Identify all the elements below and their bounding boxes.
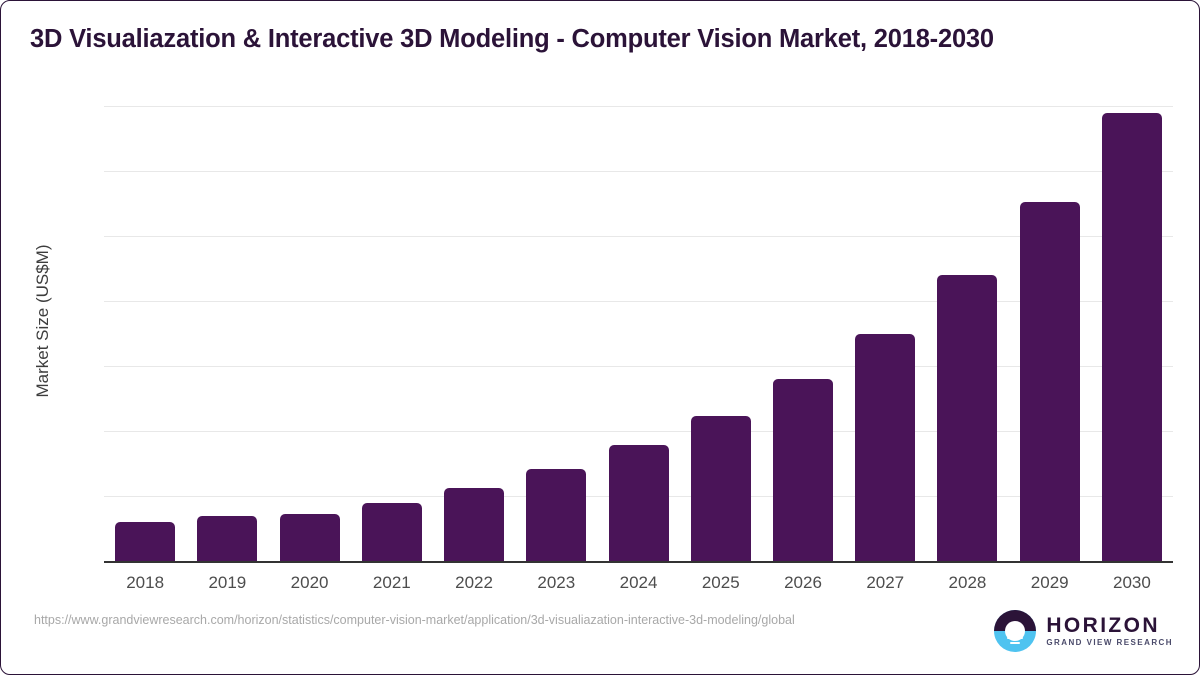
bars-group (104, 106, 1173, 561)
bar-2028[interactable] (937, 275, 998, 561)
x-axis-tick-label: 2021 (372, 573, 411, 592)
x-axis-tick-label: 2018 (126, 573, 165, 592)
gridline (104, 171, 1173, 172)
gridline (104, 366, 1173, 367)
bar-slot (515, 106, 597, 561)
gridline (104, 236, 1173, 237)
bar-slot (762, 106, 844, 561)
x-axis-tick-label: 2027 (866, 573, 905, 592)
x-axis-line (104, 561, 1173, 563)
bar-2022[interactable] (444, 488, 505, 561)
logo-ray-upper (1007, 637, 1024, 640)
gridline (104, 106, 1173, 107)
bar-slot (1091, 106, 1173, 561)
x-axis-tick-label: 2028 (948, 573, 987, 592)
x-axis-tick-label: 2024 (619, 573, 658, 592)
bar-slot (186, 106, 268, 561)
bar-2020[interactable] (279, 513, 340, 561)
x-axis-tick-label: 2020 (290, 573, 329, 592)
chart-container: Market Size (US$M) 01k2k3k4k5k6k7k 20182… (1, 86, 1199, 606)
bar-2019[interactable] (197, 515, 258, 561)
chart-footer: https://www.grandviewresearch.com/horizo… (1, 602, 1199, 674)
x-axis-tick-label: 2022 (455, 573, 493, 592)
gridline (104, 431, 1173, 432)
x-axis-tick-label: 2019 (208, 573, 247, 592)
bar-2030[interactable] (1101, 112, 1162, 561)
x-axis-tick-label: 2025 (701, 573, 740, 592)
bar-slot (844, 106, 926, 561)
bar-slot (1009, 106, 1091, 561)
x-axis-labels: 2018 2019 2020 2021 2022 2023 2024 2025 2026 2027… (104, 573, 1173, 593)
x-axis-tick-label: 2029 (1030, 573, 1069, 592)
bar-2021[interactable] (361, 502, 422, 561)
bar-2024[interactable] (608, 445, 669, 561)
bar-slot (104, 106, 186, 561)
bar-2029[interactable] (1019, 202, 1080, 561)
bar-2026[interactable] (772, 379, 833, 561)
x-axis-tick-label: 2023 (537, 573, 576, 592)
bar-slot (597, 106, 679, 561)
gridline (104, 301, 1173, 302)
y-axis-title: Market Size (US$M) (33, 244, 52, 398)
logo-text-block: HORIZON GRAND VIEW RESEARCH (1046, 615, 1173, 647)
logo-sun-shape (1005, 620, 1026, 641)
page-title: 3D Visualiazation & Interactive 3D Model… (30, 25, 994, 53)
plot-area: 01k2k3k4k5k6k7k (104, 106, 1173, 563)
horizon-logo-icon (994, 610, 1037, 652)
logo-ray-lower (1010, 642, 1021, 645)
source-url[interactable]: https://www.grandviewresearch.com/horizo… (34, 613, 795, 627)
bar-2027[interactable] (855, 333, 916, 561)
bar-2023[interactable] (526, 468, 587, 561)
x-axis-tick-label: 2026 (784, 573, 822, 592)
x-axis-tick-label: 2030 (1113, 573, 1151, 592)
logo-tagline: GRAND VIEW RESEARCH (1046, 638, 1173, 647)
bar-2018[interactable] (115, 522, 176, 561)
bar-slot (351, 106, 433, 561)
bar-slot (680, 106, 762, 561)
bar-slot (268, 106, 350, 561)
horizon-logo: HORIZON GRAND VIEW RESEARCH (994, 610, 1173, 652)
bar-2025[interactable] (690, 416, 751, 561)
logo-wordmark: HORIZON (1046, 614, 1160, 637)
bar-slot (926, 106, 1008, 561)
bar-slot (433, 106, 515, 561)
